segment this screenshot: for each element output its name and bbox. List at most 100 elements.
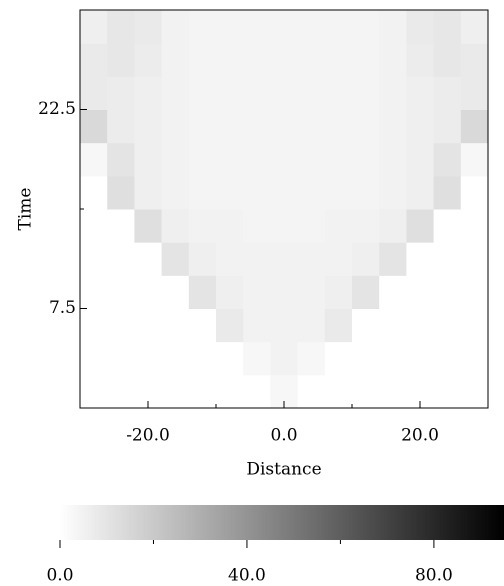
heatmap-cell <box>134 209 163 243</box>
heatmap-cell <box>161 374 190 409</box>
heatmap-cell <box>270 275 299 309</box>
heatmap-cell <box>107 43 135 77</box>
heatmap-cell <box>243 43 271 77</box>
heatmap-cell <box>352 175 380 210</box>
heatmap-cell <box>134 10 163 44</box>
heatmap-cell <box>324 374 353 409</box>
heatmap-cell <box>406 10 435 44</box>
heatmap-cell <box>134 109 163 144</box>
heatmap-cell <box>188 308 217 343</box>
heatmap-cell <box>324 109 353 144</box>
heatmap-cell <box>433 175 462 210</box>
heatmap-cell <box>188 109 217 144</box>
heatmap-cell <box>406 275 435 309</box>
heatmap-cell <box>107 175 135 210</box>
heatmap-cell <box>460 275 489 309</box>
heatmap-cell <box>297 308 326 343</box>
heatmap-cell <box>460 308 489 343</box>
heatmap-cell <box>433 308 462 343</box>
heatmap-cell <box>107 275 135 309</box>
heatmap-cell <box>216 175 244 210</box>
heatmap-cell <box>161 43 190 77</box>
heatmap-cell <box>379 209 407 243</box>
heatmap-cell <box>406 209 435 243</box>
heatmap-cell <box>379 308 407 343</box>
heatmap-cell <box>324 43 353 77</box>
heatmap-cell <box>297 341 326 376</box>
heatmap-cell <box>460 209 489 243</box>
heatmap-cell <box>134 341 163 376</box>
heatmap-cell <box>433 242 462 276</box>
heatmap-cell <box>216 43 244 77</box>
heatmap-cell <box>270 242 299 276</box>
heatmap-cell <box>270 175 299 210</box>
colorbar-tick-label: 0.0 <box>46 566 73 586</box>
x-tick-label: 0.0 <box>270 426 297 446</box>
heatmap-cell <box>80 275 108 309</box>
heatmap-cell <box>107 242 135 276</box>
heatmap-cell <box>243 175 271 210</box>
heatmap-cell <box>80 308 108 343</box>
heatmap-cell <box>216 374 244 409</box>
heatmap-cell <box>270 43 299 77</box>
heatmap-cell <box>243 275 271 309</box>
heatmap-cell <box>379 142 407 177</box>
heatmap-cell <box>270 308 299 343</box>
heatmap-cell <box>460 341 489 376</box>
heatmap-cell <box>433 209 462 243</box>
heatmap-cell <box>243 76 271 110</box>
heatmap-cell <box>80 374 108 409</box>
heatmap-cell <box>161 275 190 309</box>
heatmap-cell <box>324 275 353 309</box>
heatmap-cell <box>406 175 435 210</box>
heatmap-cell <box>134 76 163 110</box>
heatmap-cell <box>134 142 163 177</box>
colorbar-tick-label: 80.0 <box>415 566 453 586</box>
heatmap-cell <box>433 76 462 110</box>
x-axis-label: Distance <box>246 460 321 480</box>
heatmap-cell <box>216 76 244 110</box>
heatmap-cell <box>324 175 353 210</box>
heatmap-cell <box>134 308 163 343</box>
heatmap-cell <box>324 308 353 343</box>
heatmap-cell <box>161 175 190 210</box>
heatmap-cell <box>406 242 435 276</box>
heatmap-cell <box>297 242 326 276</box>
heatmap-cell <box>379 374 407 409</box>
heatmap-cell <box>270 142 299 177</box>
heatmap-cell <box>379 175 407 210</box>
heatmap-cell <box>107 142 135 177</box>
heatmap-cell <box>324 341 353 376</box>
heatmap-cell <box>297 109 326 144</box>
heatmap-cell <box>270 76 299 110</box>
heatmap-cell <box>406 308 435 343</box>
heatmap-cell <box>352 242 380 276</box>
heatmap-cell <box>352 374 380 409</box>
heatmap-cell <box>107 76 135 110</box>
heatmap-cell <box>352 308 380 343</box>
heatmap-cell <box>161 142 190 177</box>
x-tick-label: 20.0 <box>401 426 439 446</box>
heatmap-cell <box>188 374 217 409</box>
heatmap-cell <box>80 242 108 276</box>
heatmap-cell <box>297 209 326 243</box>
heatmap-cell <box>243 374 271 409</box>
heatmap-cell <box>297 275 326 309</box>
heatmap-cell <box>379 10 407 44</box>
heatmap-cell <box>216 209 244 243</box>
colorbar <box>60 505 504 540</box>
heatmap-cell <box>379 43 407 77</box>
heatmap-cell <box>243 341 271 376</box>
heatmap-cell <box>80 142 108 177</box>
heatmap-cell <box>352 142 380 177</box>
colorbar-tick-label: 40.0 <box>228 566 266 586</box>
heatmap-cell <box>324 242 353 276</box>
heatmap-cell <box>188 341 217 376</box>
heatmap-cell <box>406 109 435 144</box>
heatmap-cell <box>216 10 244 44</box>
heatmap-cell <box>80 76 108 110</box>
heatmap-cell <box>216 308 244 343</box>
heatmap-cell <box>352 76 380 110</box>
heatmap-cell <box>243 242 271 276</box>
